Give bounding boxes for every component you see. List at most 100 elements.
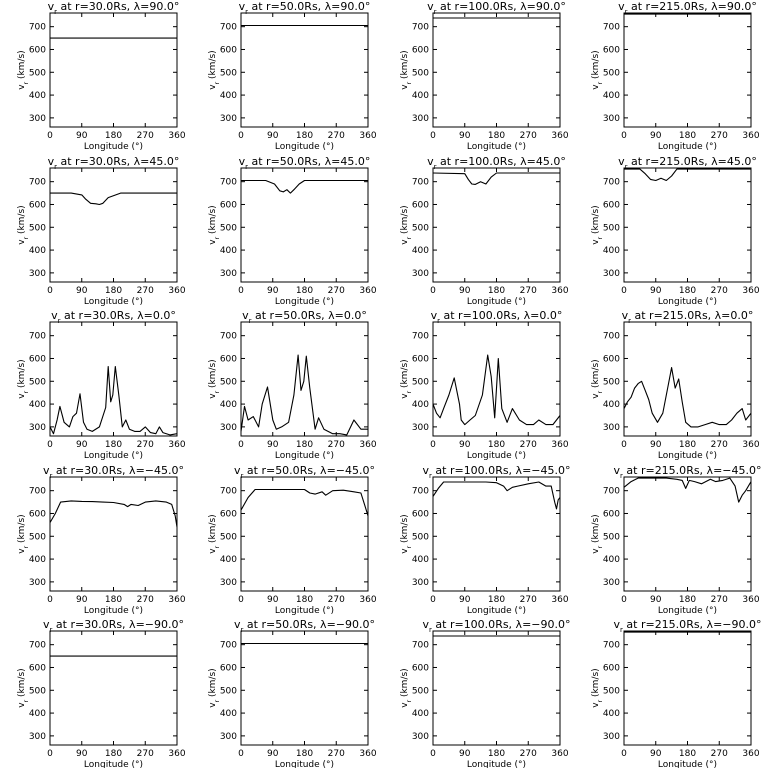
y-label-var: v	[17, 702, 27, 708]
title-r-value: 215.0	[659, 0, 691, 13]
y-tick-label: 500	[29, 377, 46, 387]
series-line	[623, 477, 752, 503]
y-label-sub: r	[406, 545, 413, 548]
x-axis-label: Longitude (°)	[84, 760, 143, 768]
title-lat-prefix: Rs, λ=	[500, 0, 536, 13]
title-var: v	[622, 309, 629, 322]
panel-title: vr at r=215.0Rs, λ=−90.0°	[613, 618, 761, 634]
title-r-prefix: at r=	[252, 309, 284, 322]
title-lat-prefix: Rs, λ=	[503, 309, 539, 322]
title-lat-prefix: Rs, λ=	[691, 0, 727, 13]
y-label-units: (km/s)	[208, 359, 218, 391]
title-var: v	[431, 309, 438, 322]
y-tick-label: 400	[603, 709, 620, 719]
x-tick-label: 180	[679, 286, 696, 296]
y-tick-label: 400	[29, 246, 46, 256]
x-tick-label: 0	[430, 440, 436, 450]
x-tick-label: 180	[488, 749, 505, 759]
y-label-sub: r	[214, 236, 221, 239]
x-tick-label: 90	[76, 749, 88, 759]
x-tick-label: 270	[711, 749, 728, 759]
y-tick-label: 600	[29, 200, 46, 210]
y-tick-label: 700	[29, 178, 46, 188]
x-tick-label: 90	[76, 440, 88, 450]
title-lat-value: 45.0	[727, 155, 752, 168]
title-lat-value: 45.0	[536, 155, 561, 168]
title-sub: r	[241, 472, 244, 480]
title-r-value: 100.0	[468, 0, 500, 13]
y-tick-label: 600	[29, 663, 46, 673]
title-r-prefix: at r=	[57, 0, 89, 13]
panel-18: vr at r=100.0Rs, λ=−90.0°0 90 180 270 360300…	[400, 618, 571, 768]
x-tick-label: 0	[47, 595, 53, 605]
y-axis-label: vr (km/s)	[591, 50, 604, 89]
y-axis-label: vr (km/s)	[17, 359, 30, 398]
x-tick-label: 270	[137, 131, 154, 141]
y-label-sub: r	[214, 390, 221, 393]
y-tick-label: 700	[220, 332, 237, 342]
y-label-units: (km/s)	[17, 205, 27, 237]
title-r-value: 215.0	[659, 155, 691, 168]
title-r-prefix: at r=	[61, 309, 93, 322]
y-tick-label: 300	[412, 732, 429, 742]
x-tick-label: 180	[488, 286, 505, 296]
y-label-var: v	[591, 393, 601, 399]
title-lat-prefix: Rs, λ=	[304, 0, 340, 13]
x-axis-label: Longitude (°)	[467, 606, 526, 616]
y-tick-label: 400	[603, 91, 620, 101]
x-axis-label: Longitude (°)	[275, 606, 334, 616]
title-lat-prefix: Rs, λ=	[300, 618, 336, 631]
y-tick-label: 300	[603, 114, 620, 124]
y-tick-label: 400	[220, 709, 237, 719]
title-r-prefix: at r=	[437, 155, 469, 168]
title-r-prefix: at r=	[432, 464, 464, 477]
y-tick-label: 500	[412, 532, 429, 542]
y-axis-label: vr (km/s)	[400, 50, 413, 89]
y-tick-label: 500	[603, 68, 620, 78]
y-tick-label: 400	[603, 246, 620, 256]
y-tick-label: 300	[412, 114, 429, 124]
title-lat-value: 0.0	[344, 309, 362, 322]
y-tick-label: 500	[29, 532, 46, 542]
plot-frame	[623, 167, 752, 283]
y-tick-label: 500	[220, 377, 237, 387]
panel-title: vr at r=30.0Rs, λ=0.0°	[51, 309, 176, 325]
title-r-prefix: at r=	[623, 618, 655, 631]
y-label-var: v	[400, 393, 410, 399]
y-tick-label: 500	[220, 223, 237, 233]
x-tick-label: 90	[76, 286, 88, 296]
title-sub: r	[50, 626, 53, 634]
y-label-units: (km/s)	[17, 514, 27, 546]
x-axis-label: Longitude (°)	[275, 760, 334, 768]
x-axis-label: Longitude (°)	[467, 451, 526, 461]
y-label-units: (km/s)	[208, 50, 218, 82]
y-tick-label: 700	[603, 332, 620, 342]
x-tick-label: 0	[621, 749, 627, 759]
series-line	[432, 172, 560, 185]
y-label-var: v	[591, 548, 601, 554]
x-tick-label: 180	[679, 749, 696, 759]
x-tick-label: 180	[296, 286, 313, 296]
title-deg: °	[748, 309, 754, 322]
x-tick-label: 360	[359, 440, 376, 450]
plot-frame	[432, 12, 561, 128]
y-tick-label: 300	[220, 732, 237, 742]
x-tick-label: 0	[621, 286, 627, 296]
y-tick-label: 600	[412, 200, 429, 210]
plot-frame	[432, 630, 561, 746]
title-r-value: 100.0	[472, 309, 504, 322]
y-label-units: (km/s)	[17, 50, 27, 82]
y-label-sub: r	[406, 236, 413, 239]
title-deg: °	[751, 0, 757, 13]
panel-8: vr at r=30.0Rs, λ=0.0°0 90 180 270 360300400…	[17, 309, 186, 461]
panel-2: vr at r=100.0Rs, λ=90.0°0 90 180 270 3603004…	[400, 0, 569, 152]
title-lat-value: 0.0	[153, 309, 171, 322]
plot-frame	[623, 12, 752, 128]
title-var: v	[242, 309, 249, 322]
x-tick-label: 270	[328, 131, 345, 141]
title-r-value: 100.0	[468, 155, 500, 168]
x-tick-label: 180	[679, 595, 696, 605]
title-r-value: 215.0	[655, 618, 687, 631]
x-tick-label: 270	[328, 749, 345, 759]
y-label-units: (km/s)	[591, 50, 601, 82]
